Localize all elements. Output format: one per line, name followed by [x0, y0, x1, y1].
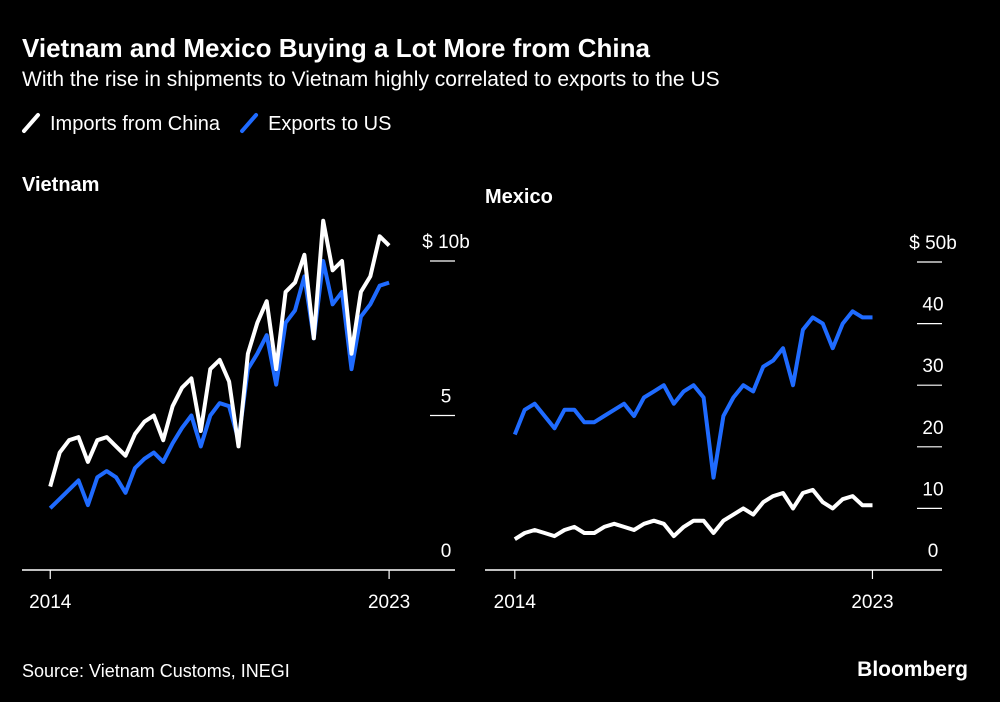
- y-tick-label: 40: [922, 295, 943, 316]
- x-tick-label: 2023: [851, 592, 893, 613]
- chart-title: Mexico: [485, 186, 553, 208]
- series-line: [48, 218, 391, 488]
- series-line: [48, 259, 390, 510]
- x-tick-label: 2023: [368, 592, 410, 613]
- y-tick-label: 10: [922, 479, 943, 500]
- x-tick-label: 2014: [29, 592, 72, 613]
- y-tick-label: 30: [922, 356, 943, 377]
- series-line: [512, 309, 873, 480]
- y-tick-label: 20: [922, 418, 943, 439]
- y-tick-label: 5: [441, 387, 452, 408]
- series-line: [513, 487, 873, 541]
- y-tick-label: 0: [928, 541, 939, 562]
- subtitle: With the rise in shipments to Vietnam hi…: [22, 68, 720, 91]
- legend-label: Imports from China: [50, 113, 221, 135]
- y-tick-label: $ 10b: [422, 232, 470, 253]
- legend-swatch: [22, 113, 40, 133]
- brand: Bloomberg: [857, 658, 968, 681]
- legend: Imports from China Exports to US: [22, 113, 391, 135]
- title: Vietnam and Mexico Buying a Lot More fro…: [22, 33, 650, 63]
- x-tick-label: 2014: [494, 592, 537, 613]
- legend-swatch: [240, 113, 259, 133]
- source: Source: Vietnam Customs, INEGI: [22, 661, 290, 681]
- legend-label: Exports to US: [268, 113, 391, 135]
- y-tick-label: 0: [441, 541, 452, 562]
- y-tick-label: $ 50b: [909, 233, 957, 254]
- chart-title: Vietnam: [22, 174, 99, 196]
